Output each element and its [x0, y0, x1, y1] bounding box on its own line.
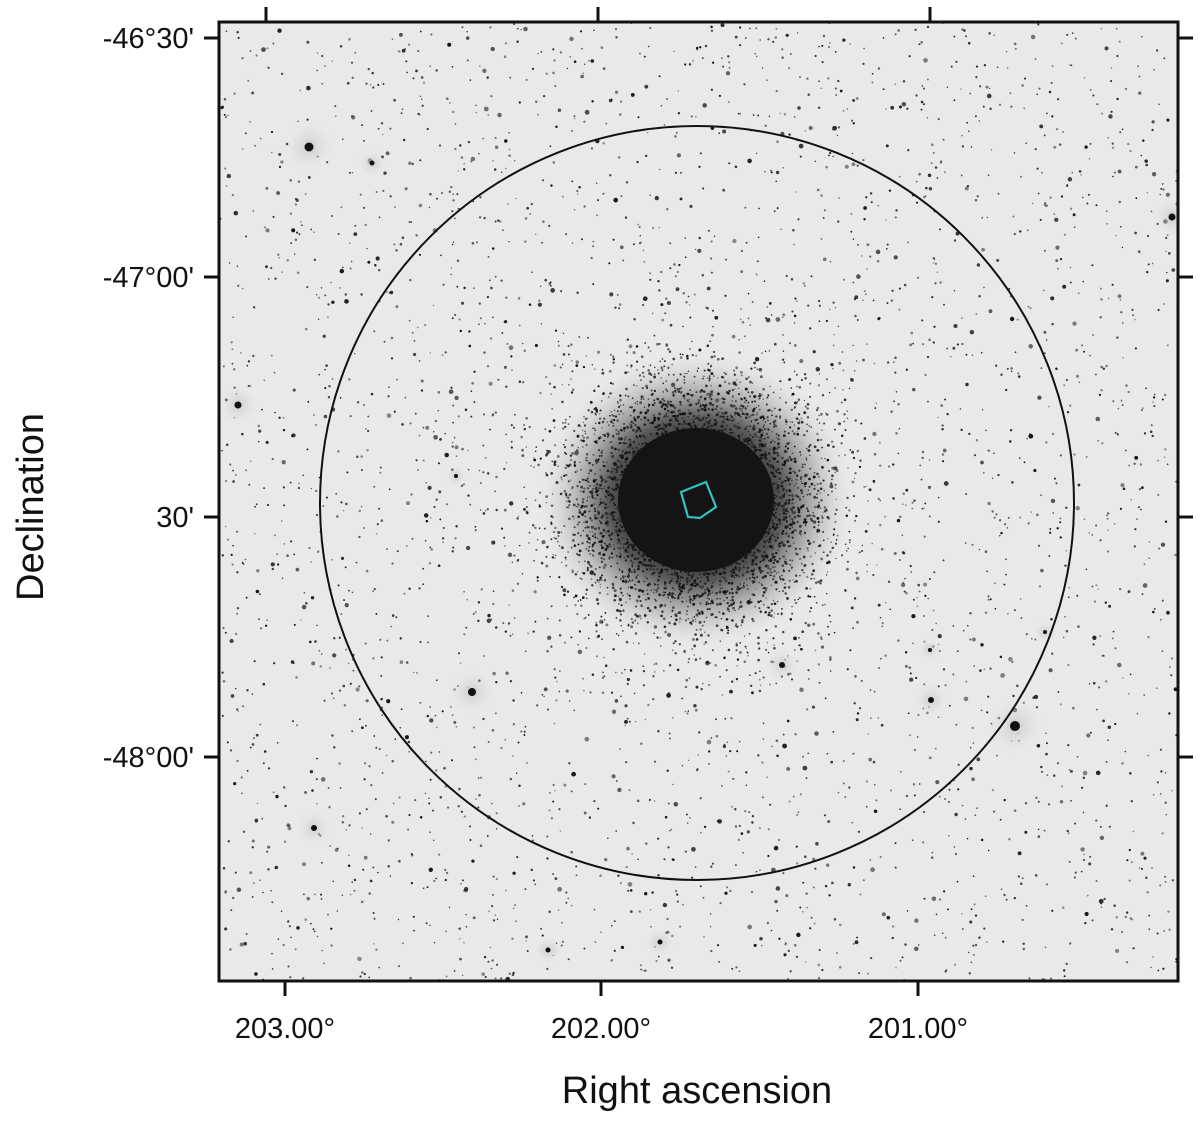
field-circle [319, 125, 1075, 881]
y-tick-label-1: -46°30' [103, 23, 194, 55]
x-tick-label-3: 201.00° [868, 1013, 968, 1045]
bright-star [928, 648, 932, 652]
x-axis-title: Right ascension [562, 1070, 832, 1112]
bright-star [1168, 213, 1176, 221]
tick-marks [204, 7, 1193, 996]
bright-star [311, 825, 317, 831]
y-tick-label-2: -47°00' [103, 262, 194, 294]
x-tick-label-2: 202.00° [551, 1013, 651, 1045]
bright-star [454, 474, 458, 478]
bright-stars [219, 120, 1178, 965]
bright-star [1043, 630, 1047, 634]
bright-star [657, 939, 663, 945]
y-axis-title: Declination [10, 413, 52, 601]
bright-star [779, 662, 785, 668]
bright-star [468, 688, 476, 696]
bright-star [234, 401, 242, 409]
plot-frame [217, 20, 1180, 983]
bright-star [1010, 721, 1020, 731]
y-tick-label-4: -48°00' [103, 742, 194, 774]
x-tick-label-1: 203.00° [235, 1013, 335, 1045]
cluster-core [618, 428, 774, 572]
bright-star [369, 160, 375, 166]
bright-star [928, 697, 934, 703]
bright-star [304, 142, 314, 152]
bright-star [545, 947, 551, 953]
footprint-outline [679, 480, 718, 520]
y-tick-label-3: 30' [156, 502, 194, 534]
bright-star-halo [1151, 196, 1178, 238]
